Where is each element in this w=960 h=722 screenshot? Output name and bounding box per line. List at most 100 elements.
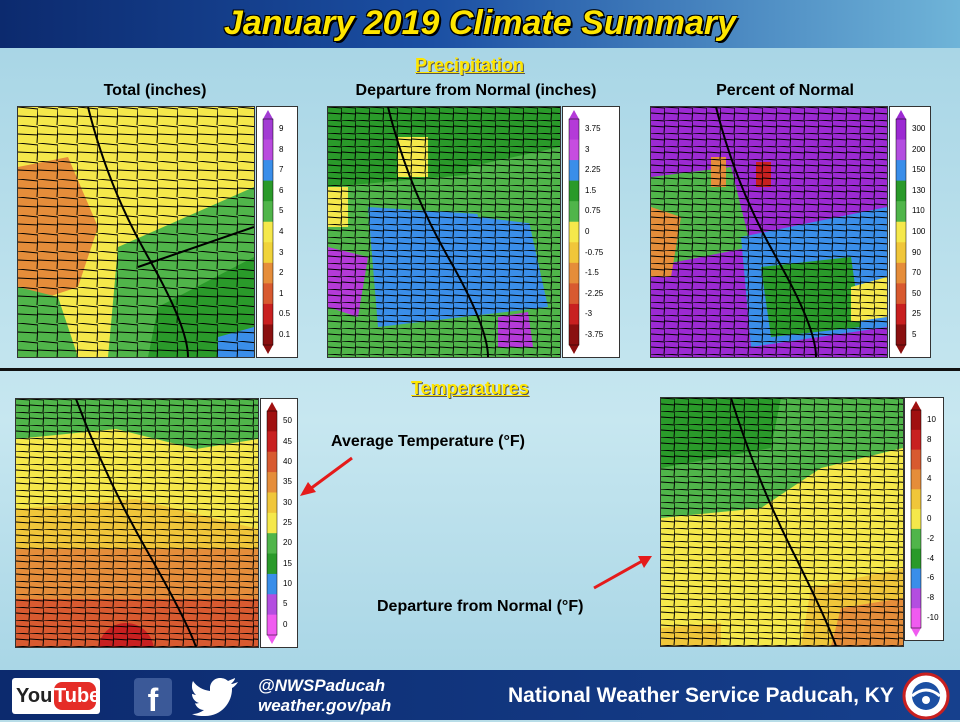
temp-average-legend-tick-label: 25 <box>283 518 292 527</box>
precip-total-legend-tick-label: 4 <box>279 227 284 236</box>
temp-average-legend-swatch <box>267 492 277 514</box>
precip-percent-legend-tip-bottom <box>896 345 906 354</box>
precip-percent-legend-tick-label: 100 <box>912 227 926 236</box>
precip-total-legend-tick-label: 6 <box>279 185 284 195</box>
precip-total-legend-swatch <box>263 221 273 243</box>
precip-percent-legend-swatch <box>896 180 906 202</box>
precip-total-legend-swatch <box>263 139 273 161</box>
temp-departure-legend-swatch <box>911 588 921 609</box>
temp-average-legend-swatch <box>267 451 277 473</box>
precip-total-legend-tick-label: 1 <box>279 288 284 298</box>
precip-departure-legend-swatch <box>569 242 579 264</box>
precip-percent-legend: 300 200 150 130 110 100 90 70 50 25 5 <box>889 106 931 358</box>
temp-average-legend-tick-label: 40 <box>283 456 292 466</box>
precip-percent-legend-tick-label: 50 <box>912 288 921 298</box>
precip-total-legend-outline <box>262 118 274 346</box>
precip-total-legend-tick-label: 8 <box>279 144 284 154</box>
temp-departure-label: Departure from Normal (°F) <box>377 598 584 615</box>
precip-percent-legend-tick-label: 110 <box>912 206 925 216</box>
temp-average-legend-swatch <box>267 472 277 493</box>
precip-percent-legend-tick-label: 90 <box>912 247 921 257</box>
temp-average-legend-tick-label: 35 <box>283 477 292 487</box>
precip-departure-legend-tick-label: 0 <box>585 227 590 236</box>
temp-departure-legend-tick-label: 10 <box>927 414 936 424</box>
temp-average-legend-swatch <box>267 553 277 575</box>
precip-departure-colorbar <box>568 110 580 354</box>
precip-total-legend-swatch <box>263 160 273 182</box>
temp-average-legend-outline <box>266 410 278 636</box>
website-link[interactable]: weather.gov/pah <box>258 696 392 715</box>
temp-departure-colorbar <box>910 401 922 637</box>
precip-percent-legend-swatch <box>896 119 906 141</box>
temp-average-legend-swatch <box>267 431 277 453</box>
precip-total-legend-swatch <box>263 242 273 264</box>
precip-total-legend-swatch <box>263 180 273 202</box>
temp-departure-legend-tip-top <box>911 401 921 410</box>
precip-departure-legend-swatch <box>569 262 579 284</box>
precip-departure-legend-swatch <box>569 119 579 141</box>
precip-total-legend-swatch <box>263 119 273 141</box>
precip-percent-legend-swatch <box>896 303 906 325</box>
temp-departure-legend-swatch <box>911 509 921 530</box>
precip-departure-legend-tick-label: -1.5 <box>585 268 599 278</box>
precip-total-legend-tip-top <box>263 110 273 119</box>
youtube-icon[interactable]: You Tube <box>12 678 100 714</box>
precip-departure-legend-tip-top <box>569 110 579 119</box>
precip-departure-legend-swatch <box>569 221 579 243</box>
temp-departure-legend-tick-label: 8 <box>927 434 932 444</box>
temp-average-legend-tick-label: 30 <box>283 497 292 507</box>
arrow-average-icon <box>300 456 353 496</box>
precip-percent-legend-tick-label: 130 <box>912 185 926 195</box>
temp-average-legend-swatch <box>267 512 277 534</box>
temp-average-legend-tick-label: 50 <box>283 416 292 426</box>
precip-percent-legend-tick-label: 25 <box>912 309 921 319</box>
temp-departure-legend-swatch <box>911 469 921 490</box>
precip-percent-legend-tick-label: 150 <box>912 165 926 175</box>
precip-percent-map <box>650 106 888 358</box>
precip-departure-legend-swatch <box>569 324 579 346</box>
temp-departure-legend-outline <box>910 409 922 629</box>
precip-percent-legend-swatch <box>896 201 906 223</box>
precip-departure-legend-swatch <box>569 201 579 223</box>
temp-departure-legend: 10 8 6 4 2 0 -2 -4 -6 -8 -10 <box>904 397 944 641</box>
temp-departure-legend-swatch <box>911 548 921 570</box>
precip-total-colorbar <box>262 110 274 354</box>
precip-departure-legend-swatch <box>569 283 579 305</box>
precip-total-legend-tick-label: 0.5 <box>279 309 291 319</box>
temp-departure-legend-tick-label: -2 <box>927 533 935 543</box>
temp-average-legend-swatch <box>267 594 277 616</box>
temp-departure-legend-swatch <box>911 449 921 470</box>
precip-total-legend-tip-bottom <box>263 345 273 354</box>
precip-total-label: Total (inches) <box>103 82 207 99</box>
header-bar: January 2019 Climate Summary <box>0 0 960 48</box>
temp-departure-legend-tick-label: -6 <box>927 573 935 583</box>
precip-percent-legend-tick-label: 70 <box>912 268 921 278</box>
precip-departure-legend-swatch <box>569 180 579 202</box>
temp-average-colorbar <box>266 402 278 644</box>
precip-departure-legend-tick-label: -3.75 <box>585 329 604 339</box>
twitter-handle[interactable]: @NWSPaducah <box>258 676 386 695</box>
temp-average-legend-tip-top <box>267 402 277 411</box>
page-title: January 2019 Climate Summary <box>223 4 737 42</box>
twitter-icon[interactable] <box>192 676 240 716</box>
temp-departure-legend-tick-label: -4 <box>927 553 935 563</box>
precip-percent-legend-swatch <box>896 139 906 161</box>
temp-average-legend-tick-label: 10 <box>283 579 292 589</box>
precip-percent-legend-outline <box>895 118 907 346</box>
precip-percent-legend-tick-label: 200 <box>912 144 926 154</box>
precip-departure-legend-tip-bottom <box>569 345 579 354</box>
precip-departure-legend-tick-label: 0.75 <box>585 206 601 216</box>
temp-departure-legend-swatch <box>911 528 921 550</box>
temp-average-legend-tick-label: 45 <box>283 436 292 446</box>
facebook-icon[interactable]: f <box>134 678 172 718</box>
precip-percent-legend-tick-label: 5 <box>912 329 917 339</box>
temp-departure-legend-swatch <box>911 429 921 451</box>
temp-average-label: Average Temperature (°F) <box>331 433 526 450</box>
temp-departure-legend-tick-label: 4 <box>927 474 932 484</box>
precip-departure-legend-swatch <box>569 139 579 161</box>
precip-departure-legend-tick-label: -0.75 <box>585 247 604 257</box>
precip-total-legend-swatch <box>263 324 273 346</box>
precip-departure-legend-swatch <box>569 160 579 182</box>
youtube-tube-text: Tube <box>54 682 100 710</box>
temp-average-legend-swatch <box>267 533 277 555</box>
